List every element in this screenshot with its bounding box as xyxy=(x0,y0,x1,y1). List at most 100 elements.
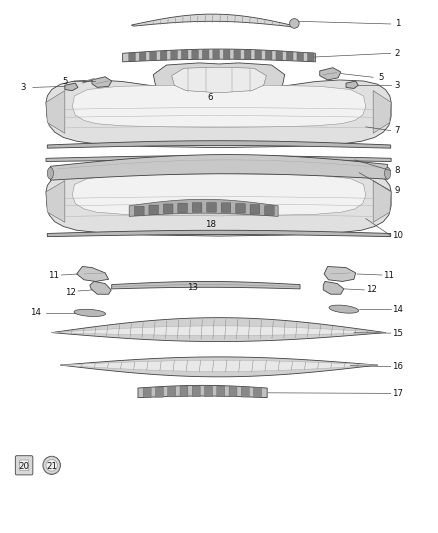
Ellipse shape xyxy=(74,309,106,317)
FancyBboxPatch shape xyxy=(181,50,188,60)
Polygon shape xyxy=(72,174,366,216)
Polygon shape xyxy=(65,83,78,91)
Ellipse shape xyxy=(43,456,60,474)
Text: 11: 11 xyxy=(383,271,395,279)
Polygon shape xyxy=(129,199,278,216)
Text: 12: 12 xyxy=(366,286,377,294)
FancyBboxPatch shape xyxy=(286,52,293,60)
FancyBboxPatch shape xyxy=(168,386,176,397)
Polygon shape xyxy=(373,91,391,133)
Polygon shape xyxy=(46,80,391,148)
Polygon shape xyxy=(346,81,358,88)
Ellipse shape xyxy=(290,19,299,28)
Polygon shape xyxy=(92,77,112,87)
Text: 6: 6 xyxy=(208,93,213,101)
Polygon shape xyxy=(47,230,391,237)
Text: 14: 14 xyxy=(392,305,403,313)
FancyBboxPatch shape xyxy=(192,203,202,212)
FancyBboxPatch shape xyxy=(244,50,251,59)
FancyBboxPatch shape xyxy=(134,206,144,216)
Text: 7: 7 xyxy=(395,126,400,135)
Polygon shape xyxy=(60,357,378,377)
Polygon shape xyxy=(172,67,266,93)
Text: 9: 9 xyxy=(395,187,400,195)
FancyBboxPatch shape xyxy=(250,205,260,214)
FancyBboxPatch shape xyxy=(221,203,231,213)
FancyBboxPatch shape xyxy=(254,387,261,397)
FancyBboxPatch shape xyxy=(180,386,188,397)
Polygon shape xyxy=(131,14,298,27)
Polygon shape xyxy=(46,171,391,236)
FancyBboxPatch shape xyxy=(160,51,167,60)
Polygon shape xyxy=(138,385,267,398)
FancyBboxPatch shape xyxy=(143,387,151,398)
Polygon shape xyxy=(90,281,111,294)
Polygon shape xyxy=(46,91,65,133)
Text: 21: 21 xyxy=(46,462,57,471)
Polygon shape xyxy=(123,49,315,62)
Polygon shape xyxy=(112,281,300,289)
Polygon shape xyxy=(323,281,344,294)
FancyBboxPatch shape xyxy=(150,52,156,60)
FancyBboxPatch shape xyxy=(20,460,28,471)
FancyBboxPatch shape xyxy=(265,51,272,60)
Ellipse shape xyxy=(46,459,57,471)
FancyBboxPatch shape xyxy=(276,51,283,60)
Polygon shape xyxy=(52,318,385,342)
FancyBboxPatch shape xyxy=(149,205,159,215)
FancyBboxPatch shape xyxy=(307,53,314,61)
FancyBboxPatch shape xyxy=(229,386,237,397)
Polygon shape xyxy=(72,85,366,127)
Text: 20: 20 xyxy=(18,462,30,471)
FancyBboxPatch shape xyxy=(155,387,163,397)
Polygon shape xyxy=(46,181,65,222)
FancyBboxPatch shape xyxy=(255,50,261,60)
FancyBboxPatch shape xyxy=(236,204,245,213)
Text: 10: 10 xyxy=(392,231,403,240)
Text: 3: 3 xyxy=(20,83,25,92)
Text: 18: 18 xyxy=(205,221,216,229)
Text: 8: 8 xyxy=(395,166,400,175)
Text: 15: 15 xyxy=(392,329,403,337)
FancyBboxPatch shape xyxy=(129,53,135,61)
Ellipse shape xyxy=(385,167,391,179)
FancyBboxPatch shape xyxy=(205,386,212,397)
Polygon shape xyxy=(320,68,341,80)
FancyBboxPatch shape xyxy=(223,50,230,59)
FancyBboxPatch shape xyxy=(139,52,146,61)
Text: 2: 2 xyxy=(395,49,400,58)
FancyBboxPatch shape xyxy=(171,51,177,60)
Text: 17: 17 xyxy=(392,389,403,398)
Polygon shape xyxy=(60,360,378,372)
FancyBboxPatch shape xyxy=(207,203,216,212)
Polygon shape xyxy=(52,326,385,335)
Polygon shape xyxy=(46,156,391,161)
FancyBboxPatch shape xyxy=(241,387,249,397)
FancyBboxPatch shape xyxy=(213,50,219,59)
FancyBboxPatch shape xyxy=(192,386,200,397)
Text: 13: 13 xyxy=(187,283,198,292)
Text: 3: 3 xyxy=(395,81,400,90)
Ellipse shape xyxy=(329,305,359,313)
Polygon shape xyxy=(50,155,388,180)
Polygon shape xyxy=(77,266,109,281)
Text: 1: 1 xyxy=(395,20,400,28)
FancyBboxPatch shape xyxy=(217,386,225,397)
FancyBboxPatch shape xyxy=(297,52,304,61)
FancyBboxPatch shape xyxy=(202,50,209,59)
Ellipse shape xyxy=(47,167,53,179)
Text: 12: 12 xyxy=(65,288,77,296)
FancyBboxPatch shape xyxy=(15,456,33,475)
FancyBboxPatch shape xyxy=(265,206,274,215)
Text: 5: 5 xyxy=(378,73,384,82)
FancyBboxPatch shape xyxy=(163,204,173,214)
Text: 11: 11 xyxy=(48,271,59,279)
Text: 16: 16 xyxy=(392,362,403,371)
Polygon shape xyxy=(373,181,391,222)
FancyBboxPatch shape xyxy=(178,203,187,213)
Text: 14: 14 xyxy=(30,309,42,317)
Polygon shape xyxy=(47,141,391,148)
Polygon shape xyxy=(153,63,285,98)
FancyBboxPatch shape xyxy=(192,50,198,59)
Text: 5: 5 xyxy=(62,77,67,85)
